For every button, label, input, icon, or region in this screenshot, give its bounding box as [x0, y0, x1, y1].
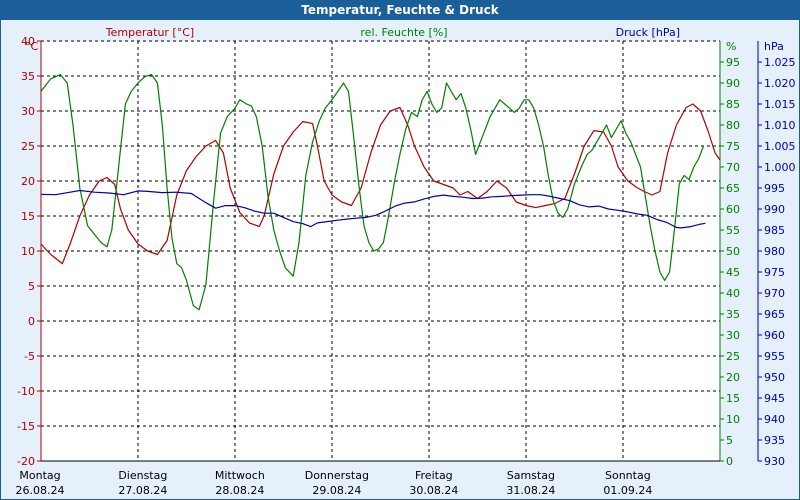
humidity-tick-label: 5	[726, 434, 733, 447]
humidity-tick-label: 50	[726, 245, 740, 258]
x-day-label: Samstag	[507, 469, 555, 482]
pressure-tick-label: 995	[764, 182, 785, 195]
temperature-axis-title: Temperatur [°C]	[105, 26, 194, 39]
humidity-series-line	[40, 74, 705, 311]
humidity-tick-label: 35	[726, 308, 740, 321]
humidity-tick-label: 40	[726, 287, 740, 300]
humidity-tick-label: 55	[726, 224, 740, 237]
humidity-tick-label: 25	[726, 350, 740, 363]
humidity-tick-label: 60	[726, 203, 740, 216]
humidity-tick-label: 70	[726, 161, 740, 174]
temperature-tick-label: 5	[28, 280, 35, 293]
humidity-tick-label: 0	[726, 455, 733, 468]
temperature-tick-label: 15	[21, 210, 35, 223]
pressure-series-line	[40, 189, 706, 229]
temperature-tick-label: 25	[21, 140, 35, 153]
pressure-tick-label: 990	[764, 203, 785, 216]
x-day-label: Freitag	[415, 469, 453, 482]
pressure-tick-label: 1.010	[764, 119, 796, 132]
pressure-tick-label: 1.025	[764, 56, 796, 69]
pressure-tick-label: 950	[764, 371, 785, 384]
x-day-label: Sonntag	[605, 469, 651, 482]
temperature-tick-label: -15	[17, 420, 35, 433]
temperature-tick-label: 30	[21, 105, 35, 118]
humidity-tick-label: 10	[726, 413, 740, 426]
temperature-tick-label: 40	[21, 35, 35, 48]
pressure-tick-label: 1.020	[764, 77, 796, 90]
pressure-tick-label: 1.015	[764, 98, 796, 111]
temperature-tick-label: -20	[17, 455, 35, 468]
humidity-tick-label: 45	[726, 266, 740, 279]
pressure-tick-label: 940	[764, 413, 785, 426]
pressure-tick-label: 955	[764, 350, 785, 363]
temperature-unit-label: °C	[25, 40, 39, 53]
title-bar: Temperatur, Feuchte & Druck	[0, 0, 800, 20]
humidity-tick-label: 90	[726, 77, 740, 90]
pressure-tick-label: 945	[764, 392, 785, 405]
humidity-tick-label: 65	[726, 182, 740, 195]
humidity-tick-label: 15	[726, 392, 740, 405]
humidity-tick-label: 85	[726, 98, 740, 111]
x-date-label: 01.09.24	[603, 484, 652, 497]
x-day-label: Donnerstag	[305, 469, 369, 482]
chart-title: Temperatur, Feuchte & Druck	[301, 3, 499, 17]
x-date-label: 28.08.24	[215, 484, 264, 497]
temperature-tick-label: -5	[24, 350, 35, 363]
x-date-label: 26.08.24	[16, 484, 65, 497]
humidity-tick-label: 30	[726, 329, 740, 342]
pressure-tick-label: 980	[764, 245, 785, 258]
x-date-label: 31.08.24	[506, 484, 555, 497]
temperature-series-line	[40, 103, 721, 265]
pressure-tick-label: 930	[764, 455, 785, 468]
humidity-unit-label: %	[726, 40, 736, 53]
humidity-tick-label: 80	[726, 119, 740, 132]
x-date-label: 30.08.24	[409, 484, 458, 497]
pressure-tick-label: 960	[764, 329, 785, 342]
temperature-tick-label: 10	[21, 245, 35, 258]
x-day-label: Dienstag	[118, 469, 167, 482]
pressure-tick-label: 975	[764, 266, 785, 279]
humidity-tick-label: 95	[726, 56, 740, 69]
temperature-tick-label: -10	[17, 385, 35, 398]
x-day-label: Mittwoch	[215, 469, 265, 482]
temperature-tick-label: 0	[28, 315, 35, 328]
x-day-label: Montag	[19, 469, 60, 482]
pressure-tick-label: 970	[764, 287, 785, 300]
temperature-tick-label: 20	[21, 175, 35, 188]
humidity-tick-label: 20	[726, 371, 740, 384]
pressure-tick-label: 1.000	[764, 161, 796, 174]
x-date-label: 29.08.24	[312, 484, 361, 497]
humidity-tick-label: 75	[726, 140, 740, 153]
x-date-label: 27.08.24	[118, 484, 167, 497]
pressure-axis-title: Druck [hPa]	[616, 26, 680, 39]
pressure-unit-label: hPa	[764, 40, 784, 53]
pressure-tick-label: 985	[764, 224, 785, 237]
pressure-tick-label: 1.005	[764, 140, 796, 153]
humidity-axis-title: rel. Feuchte [%]	[360, 26, 447, 39]
pressure-tick-label: 965	[764, 308, 785, 321]
pressure-tick-label: 935	[764, 434, 785, 447]
temperature-tick-label: 35	[21, 70, 35, 83]
